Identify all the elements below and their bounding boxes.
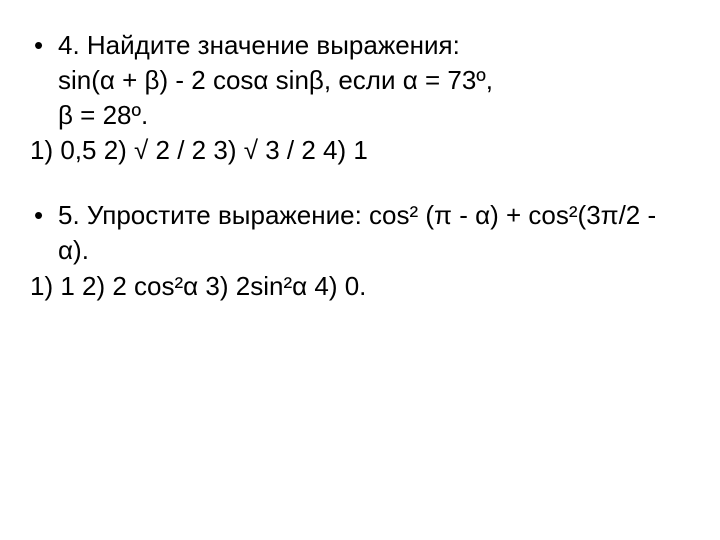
q5-title: 5. Упростите выражение: cos² (π - α) + c… — [30, 198, 690, 268]
q4-answers: 1) 0,5 2) √ 2 / 2 3) √ 3 / 2 4) 1 — [30, 133, 690, 168]
q5-answers: 1) 1 2) 2 cos²α 3) 2sin²α 4) 0. — [30, 269, 690, 304]
q4-title: 4. Найдите значение выражения: — [30, 28, 690, 63]
spacer — [30, 168, 690, 198]
q4-expression-line2: β = 28º. — [30, 98, 690, 133]
q4-expression-line1: sin(α + β) - 2 cosα sinβ, если α = 73º, — [30, 63, 690, 98]
slide: 4. Найдите значение выражения: sin(α + β… — [0, 0, 720, 540]
